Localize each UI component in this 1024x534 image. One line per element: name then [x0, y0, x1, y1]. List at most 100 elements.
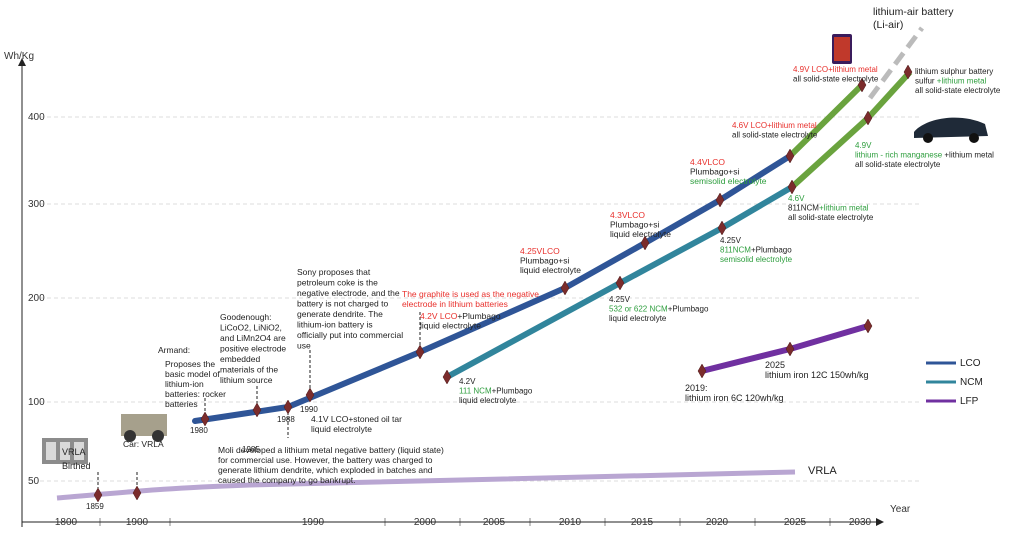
- annotation-text: 811NCM: [720, 246, 751, 255]
- annotation-line: Goodenough:: [220, 312, 272, 322]
- annotation-line: lithium source: [220, 375, 273, 385]
- annotation-text: Sony proposes that: [297, 267, 371, 277]
- annotation-text: VRLA: [62, 447, 86, 457]
- annotation-text: Birthed: [62, 461, 91, 471]
- annotation-line: 4.25V: [720, 236, 742, 245]
- annotation-text: Goodenough:: [220, 312, 272, 322]
- annotation-text: all solid-state electrolyte: [788, 213, 874, 222]
- annotation-text: Moli developed a lithium metal negative …: [218, 445, 444, 455]
- annotation-text: 4.6V: [788, 194, 805, 203]
- annotation-text: lithium-air battery: [873, 6, 954, 18]
- annotation-line: semisolid electrolyte: [690, 176, 767, 186]
- annotation-line: (Li-air): [873, 19, 903, 31]
- legend-label: NCM: [960, 377, 983, 388]
- annotation-line: 811NCM+lithium metal: [788, 204, 869, 213]
- annotation-line: Plumbago+si: [520, 256, 569, 266]
- milestone-marker: [785, 341, 795, 357]
- annotation-text: +Plumbago: [751, 246, 792, 255]
- milestone-marker: [615, 275, 625, 291]
- annotation-line: liquid electrolyte: [311, 424, 372, 434]
- annotation-text: Proposes the: [165, 359, 215, 369]
- annotation-text: and LiMn2O4 are: [220, 333, 286, 343]
- annotation-text: electrode in lithium batteries: [402, 299, 508, 309]
- annotation-line: battery is not charged to: [297, 299, 388, 309]
- annotation-text: all solid-state electrolyte: [793, 75, 879, 84]
- y-tick-label: 300: [28, 199, 45, 210]
- x-tick-label: 2030: [849, 517, 872, 528]
- annotation-text: 1985: [242, 445, 260, 454]
- milestone-marker: [863, 318, 873, 334]
- annotation-text: caused the company to go bankrupt.: [218, 475, 356, 485]
- annotation-line: 4.3VLCO: [610, 210, 645, 220]
- milestone-marker: [252, 402, 262, 418]
- annotation-line: liquid electrolyte: [459, 396, 517, 405]
- annotation-text: lithium sulphur battery: [915, 67, 993, 76]
- annotation-text: 4.9V: [855, 141, 872, 150]
- annotation-text: +lithium metal: [937, 77, 987, 86]
- annotation-line: all solid-state electrolyte: [732, 131, 818, 140]
- annotation-text: 4.25V: [720, 236, 742, 245]
- annotation-line: 111 NCM+Plumbago: [459, 387, 533, 396]
- annotation-line: 1859: [86, 502, 104, 511]
- annotation-line: lithium iron 12C 150wh/kg: [765, 370, 869, 380]
- x-tick-label: 2015: [631, 517, 654, 528]
- annotation-line: 1985: [242, 445, 260, 454]
- milestone-marker: [283, 399, 293, 415]
- annotation-line: VRLA: [62, 447, 86, 457]
- annotation-line: Plumbago+si: [690, 167, 739, 177]
- annotation-line: 4.9V: [855, 141, 872, 150]
- annotation-text: 811NCM: [788, 204, 819, 213]
- annotation-line: lithium sulphur battery: [915, 67, 993, 76]
- annotation-text: 4.1V LCO+stoned oil tar: [311, 414, 402, 424]
- annotation-text: +lithium metal: [819, 204, 869, 213]
- annotation-line: 2019:: [685, 383, 708, 393]
- annotation-line: generate lithium dendrite, which explode…: [218, 465, 433, 475]
- annotation-line: generate dendrite. The: [297, 309, 383, 319]
- annotation-line: batteries: [165, 399, 198, 409]
- annotation-text: 4.25VLCO: [520, 246, 560, 256]
- annotation-text: 4.9V LCO+lithium metal: [793, 65, 878, 74]
- milestone-marker: [863, 110, 873, 126]
- annotation-text: lithium-ion battery is: [297, 320, 373, 330]
- annotation-line: liquid electrolyte: [420, 321, 481, 331]
- annotation-text: Plumbago+si: [520, 256, 569, 266]
- milestone-marker: [787, 179, 797, 195]
- y-tick-label: 50: [28, 476, 40, 487]
- annotation-line: petroleum coke is the: [297, 278, 378, 288]
- annotation-line: lithium iron 6C 120wh/kg: [685, 393, 784, 403]
- x-tick-label: 1990: [302, 517, 325, 528]
- annotation-line: all solid-state electrolyte: [855, 160, 941, 169]
- annotation-line: Plumbago+si: [610, 220, 659, 230]
- legend-label: LFP: [960, 396, 979, 407]
- annotation-text: 532 or 622 NCM: [609, 305, 668, 314]
- y-tick-label: 400: [28, 112, 45, 123]
- annotation-text: generate lithium dendrite, which explode…: [218, 465, 433, 475]
- y-tick-label: 100: [28, 397, 45, 408]
- annotation-line: 4.9V LCO+lithium metal: [793, 65, 878, 74]
- annotation-line: lithium-ion: [165, 379, 204, 389]
- annotation-text: liquid electrolyte: [420, 321, 481, 331]
- annotation-text: all solid-state electrolyte: [855, 160, 941, 169]
- annotation-text: Armand:: [158, 345, 190, 355]
- annotation-text: embedded: [220, 354, 260, 364]
- tesla-icon: [914, 117, 988, 143]
- annotation-line: materials of the: [220, 365, 278, 375]
- milestone-marker: [715, 192, 725, 208]
- milestone-marker: [93, 487, 103, 503]
- annotation-text: 2019:: [685, 383, 708, 393]
- annotation-line: lithium - rich manganese +lithium metal: [855, 151, 994, 160]
- annotation-line: The graphite is used as the negative: [402, 289, 539, 299]
- annotation-line: LiCoO2, LiNiO2,: [220, 323, 282, 333]
- ncm-line: [445, 184, 794, 380]
- annotation-line: 4.2V: [459, 377, 476, 386]
- annotation-line: all solid-state electrolyte: [788, 213, 874, 222]
- annotation-line: positive electrode: [220, 344, 286, 354]
- milestone-marker: [415, 344, 425, 360]
- annotation-text: 4.2V: [459, 377, 476, 386]
- annotation-line: electrode in lithium batteries: [402, 299, 508, 309]
- annotation-line: lithium-ion battery is: [297, 320, 373, 330]
- annotation-line: semisolid electrolyte: [720, 255, 793, 264]
- milestone-marker: [305, 387, 315, 403]
- annotation-line: and LiMn2O4 are: [220, 333, 286, 343]
- milestone-marker: [442, 369, 452, 385]
